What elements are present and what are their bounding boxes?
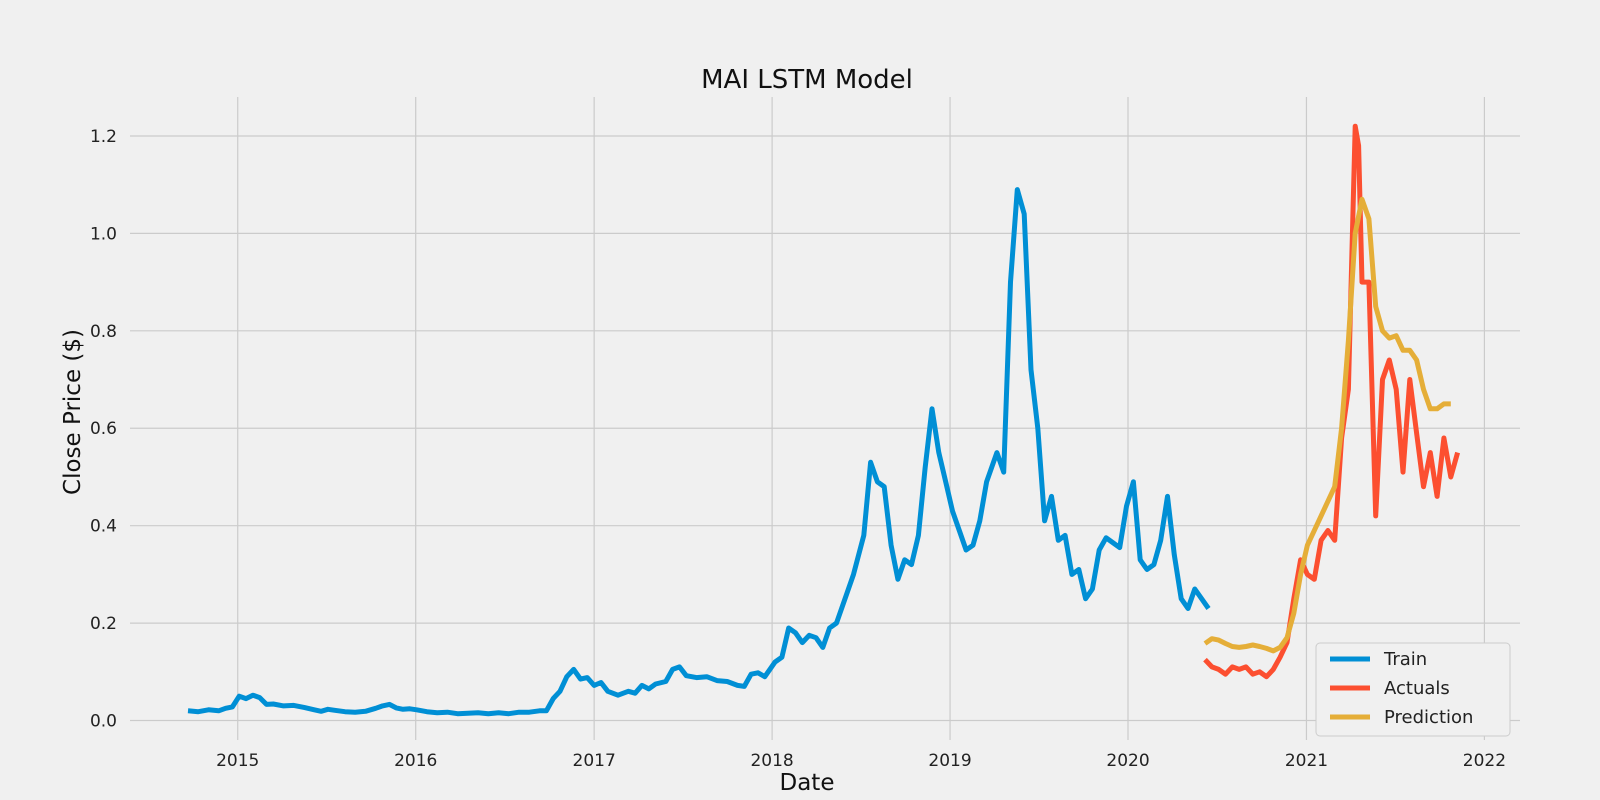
x-tick-label: 2015	[216, 751, 259, 771]
y-tick-label: 0.8	[90, 322, 117, 342]
x-tick-label: 2022	[1463, 751, 1506, 771]
x-tick-label: 2018	[750, 751, 793, 771]
series-line-actuals	[1203, 123, 1461, 680]
x-tick-label: 2021	[1285, 751, 1328, 771]
y-tick-label: 0.0	[90, 712, 117, 732]
series-line-prediction	[1203, 196, 1451, 654]
x-tick-label: 2019	[928, 751, 971, 771]
series-line-train	[187, 187, 1211, 717]
y-tick-label: 0.6	[90, 419, 117, 439]
y-tick-label: 0.2	[90, 614, 117, 634]
chart-title: MAI LSTM Model	[701, 65, 913, 95]
y-axis-label: Close Price ($)	[60, 329, 86, 495]
tick-labels: 2015 2016 2017 2018 2019 2020 2021 2022 0.0 0.2 0.…	[90, 127, 1506, 771]
x-tick-label: 2016	[394, 751, 437, 771]
x-axis-label: Date	[780, 770, 835, 796]
x-tick-label: 2017	[573, 751, 616, 771]
y-tick-label: 1.2	[90, 127, 117, 147]
series-lines	[187, 123, 1461, 717]
legend-label-prediction: Prediction	[1384, 707, 1473, 728]
legend: Train Actuals Prediction	[1315, 642, 1511, 737]
legend-label-actuals: Actuals	[1384, 678, 1450, 699]
x-tick-label: 2020	[1106, 751, 1149, 771]
legend-box	[1315, 642, 1511, 737]
legend-label-train: Train	[1383, 649, 1427, 670]
y-tick-label: 0.4	[90, 517, 117, 537]
y-tick-label: 1.0	[90, 224, 117, 244]
